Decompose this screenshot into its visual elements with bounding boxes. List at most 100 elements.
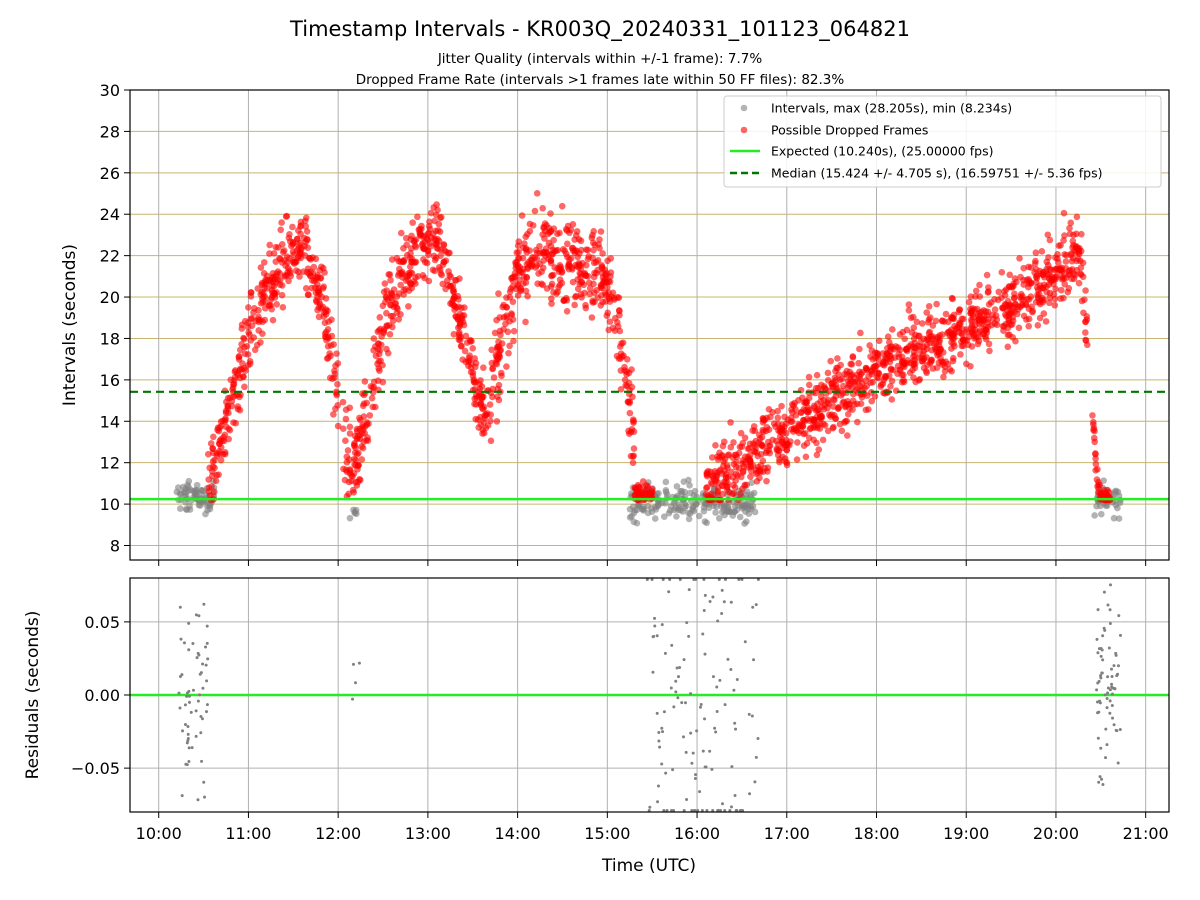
dropped-frame-point	[604, 284, 611, 291]
dropped-frame-point	[589, 231, 596, 239]
dropped-frame-point	[495, 290, 502, 297]
dropped-frame-point	[727, 443, 735, 451]
dropped-frame-point	[515, 276, 523, 284]
residual-point	[203, 795, 207, 799]
residual-point	[728, 809, 732, 813]
top-ytick-label-16: 16	[100, 371, 120, 390]
dropped-frame-point	[590, 246, 597, 254]
dropped-frame-point	[278, 291, 286, 299]
dropped-frame-point	[1060, 209, 1068, 217]
dropped-frame-point	[712, 442, 719, 449]
dropped-frame-point	[863, 392, 871, 399]
dropped-frame-point	[580, 281, 587, 289]
dropped-frame-point	[301, 217, 309, 225]
interval-point	[736, 513, 744, 521]
dropped-frame-point	[266, 241, 274, 249]
dropped-frame-point	[995, 288, 1003, 296]
dropped-frame-point	[450, 330, 458, 338]
interval-point	[695, 512, 703, 520]
dropped-frame-point	[746, 440, 754, 448]
dropped-frame-point	[339, 398, 347, 406]
dropped-frame-point	[425, 251, 432, 259]
residual-point	[205, 641, 209, 645]
residual-point	[735, 809, 739, 813]
residual-point	[198, 693, 202, 697]
interval-point	[731, 508, 738, 516]
dropped-frame-point	[1012, 300, 1019, 308]
dropped-frame-point	[894, 344, 902, 351]
residual-point	[1098, 699, 1102, 703]
dropped-frame-point	[814, 424, 821, 432]
dropped-frame-point	[1060, 237, 1067, 244]
dropped-frame-point	[830, 423, 837, 431]
dropped-frame-point	[801, 430, 809, 437]
dropped-frame-point	[766, 442, 774, 449]
residual-point	[648, 805, 652, 809]
dropped-frame-point	[802, 397, 810, 405]
dropped-frame-point	[873, 349, 881, 357]
legend: Intervals, max (28.205s), min (8.234s) P…	[723, 95, 1162, 188]
xtick-label-15: 15:00	[584, 824, 630, 843]
dropped-frame-point	[273, 301, 281, 308]
dropped-frame-point	[838, 427, 846, 435]
dropped-frame-point	[1083, 316, 1091, 323]
dropped-frame-point	[574, 285, 582, 293]
interval-point	[351, 509, 359, 517]
dropped-frame-point	[903, 345, 910, 353]
dropped-frame-point	[429, 266, 437, 274]
dropped-frame-point	[493, 353, 500, 360]
dropped-frame-point	[488, 346, 495, 354]
dropped-frame-point	[827, 357, 834, 365]
dropped-frame-point	[414, 213, 421, 221]
dropped-frame-point	[633, 489, 641, 497]
interval-point	[745, 510, 753, 517]
dropped-frame-point	[500, 314, 508, 321]
dropped-frame-point	[1027, 293, 1035, 300]
residual-point	[1108, 711, 1112, 715]
dropped-frame-point	[830, 396, 838, 404]
dropped-frame-point	[779, 438, 786, 446]
dropped-frame-point	[842, 417, 849, 425]
dropped-frame-point	[754, 463, 762, 471]
dropped-frame-point	[894, 362, 902, 370]
dropped-frame-point	[421, 239, 428, 246]
dropped-frame-point	[592, 258, 600, 266]
dropped-frame-point	[856, 368, 863, 376]
residual-point	[689, 692, 693, 696]
dropped-frame-point	[974, 317, 981, 324]
dropped-frame-point	[831, 374, 839, 382]
interval-point	[682, 502, 690, 510]
dropped-frame-point	[289, 241, 297, 248]
dropped-frame-point	[276, 281, 284, 288]
dropped-frame-point	[919, 351, 927, 358]
dropped-frame-point	[1032, 298, 1040, 306]
dropped-frame-point	[219, 437, 226, 444]
dropped-frame-point	[238, 321, 246, 329]
dropped-frame-point	[616, 343, 624, 350]
interval-point	[667, 503, 675, 510]
dropped-frame-point	[321, 330, 329, 337]
dropped-frame-point	[1006, 271, 1014, 279]
dropped-frame-point	[755, 439, 763, 446]
dropped-frame-point	[553, 230, 561, 238]
dropped-frame-point	[1082, 287, 1089, 294]
dropped-frame-point	[523, 249, 530, 256]
residual-point	[705, 809, 709, 813]
residual-point	[685, 621, 689, 625]
residual-point	[1097, 647, 1101, 651]
dropped-frame-point	[628, 425, 636, 433]
residual-point	[200, 759, 204, 763]
dropped-frame-point	[215, 471, 222, 478]
residual-point	[690, 761, 694, 765]
residual-point	[204, 663, 208, 667]
dropped-frame-point	[354, 478, 362, 486]
dropped-frame-point	[491, 329, 499, 337]
dropped-frame-point	[720, 438, 728, 446]
residual-point	[1105, 697, 1109, 701]
bottom-scatter-points	[177, 577, 1122, 813]
dropped-frame-point	[749, 427, 756, 434]
dropped-frame-point	[747, 473, 754, 481]
top-ytick-label-14: 14	[100, 412, 120, 431]
dropped-frame-point	[523, 274, 530, 281]
residual-point	[756, 736, 760, 740]
